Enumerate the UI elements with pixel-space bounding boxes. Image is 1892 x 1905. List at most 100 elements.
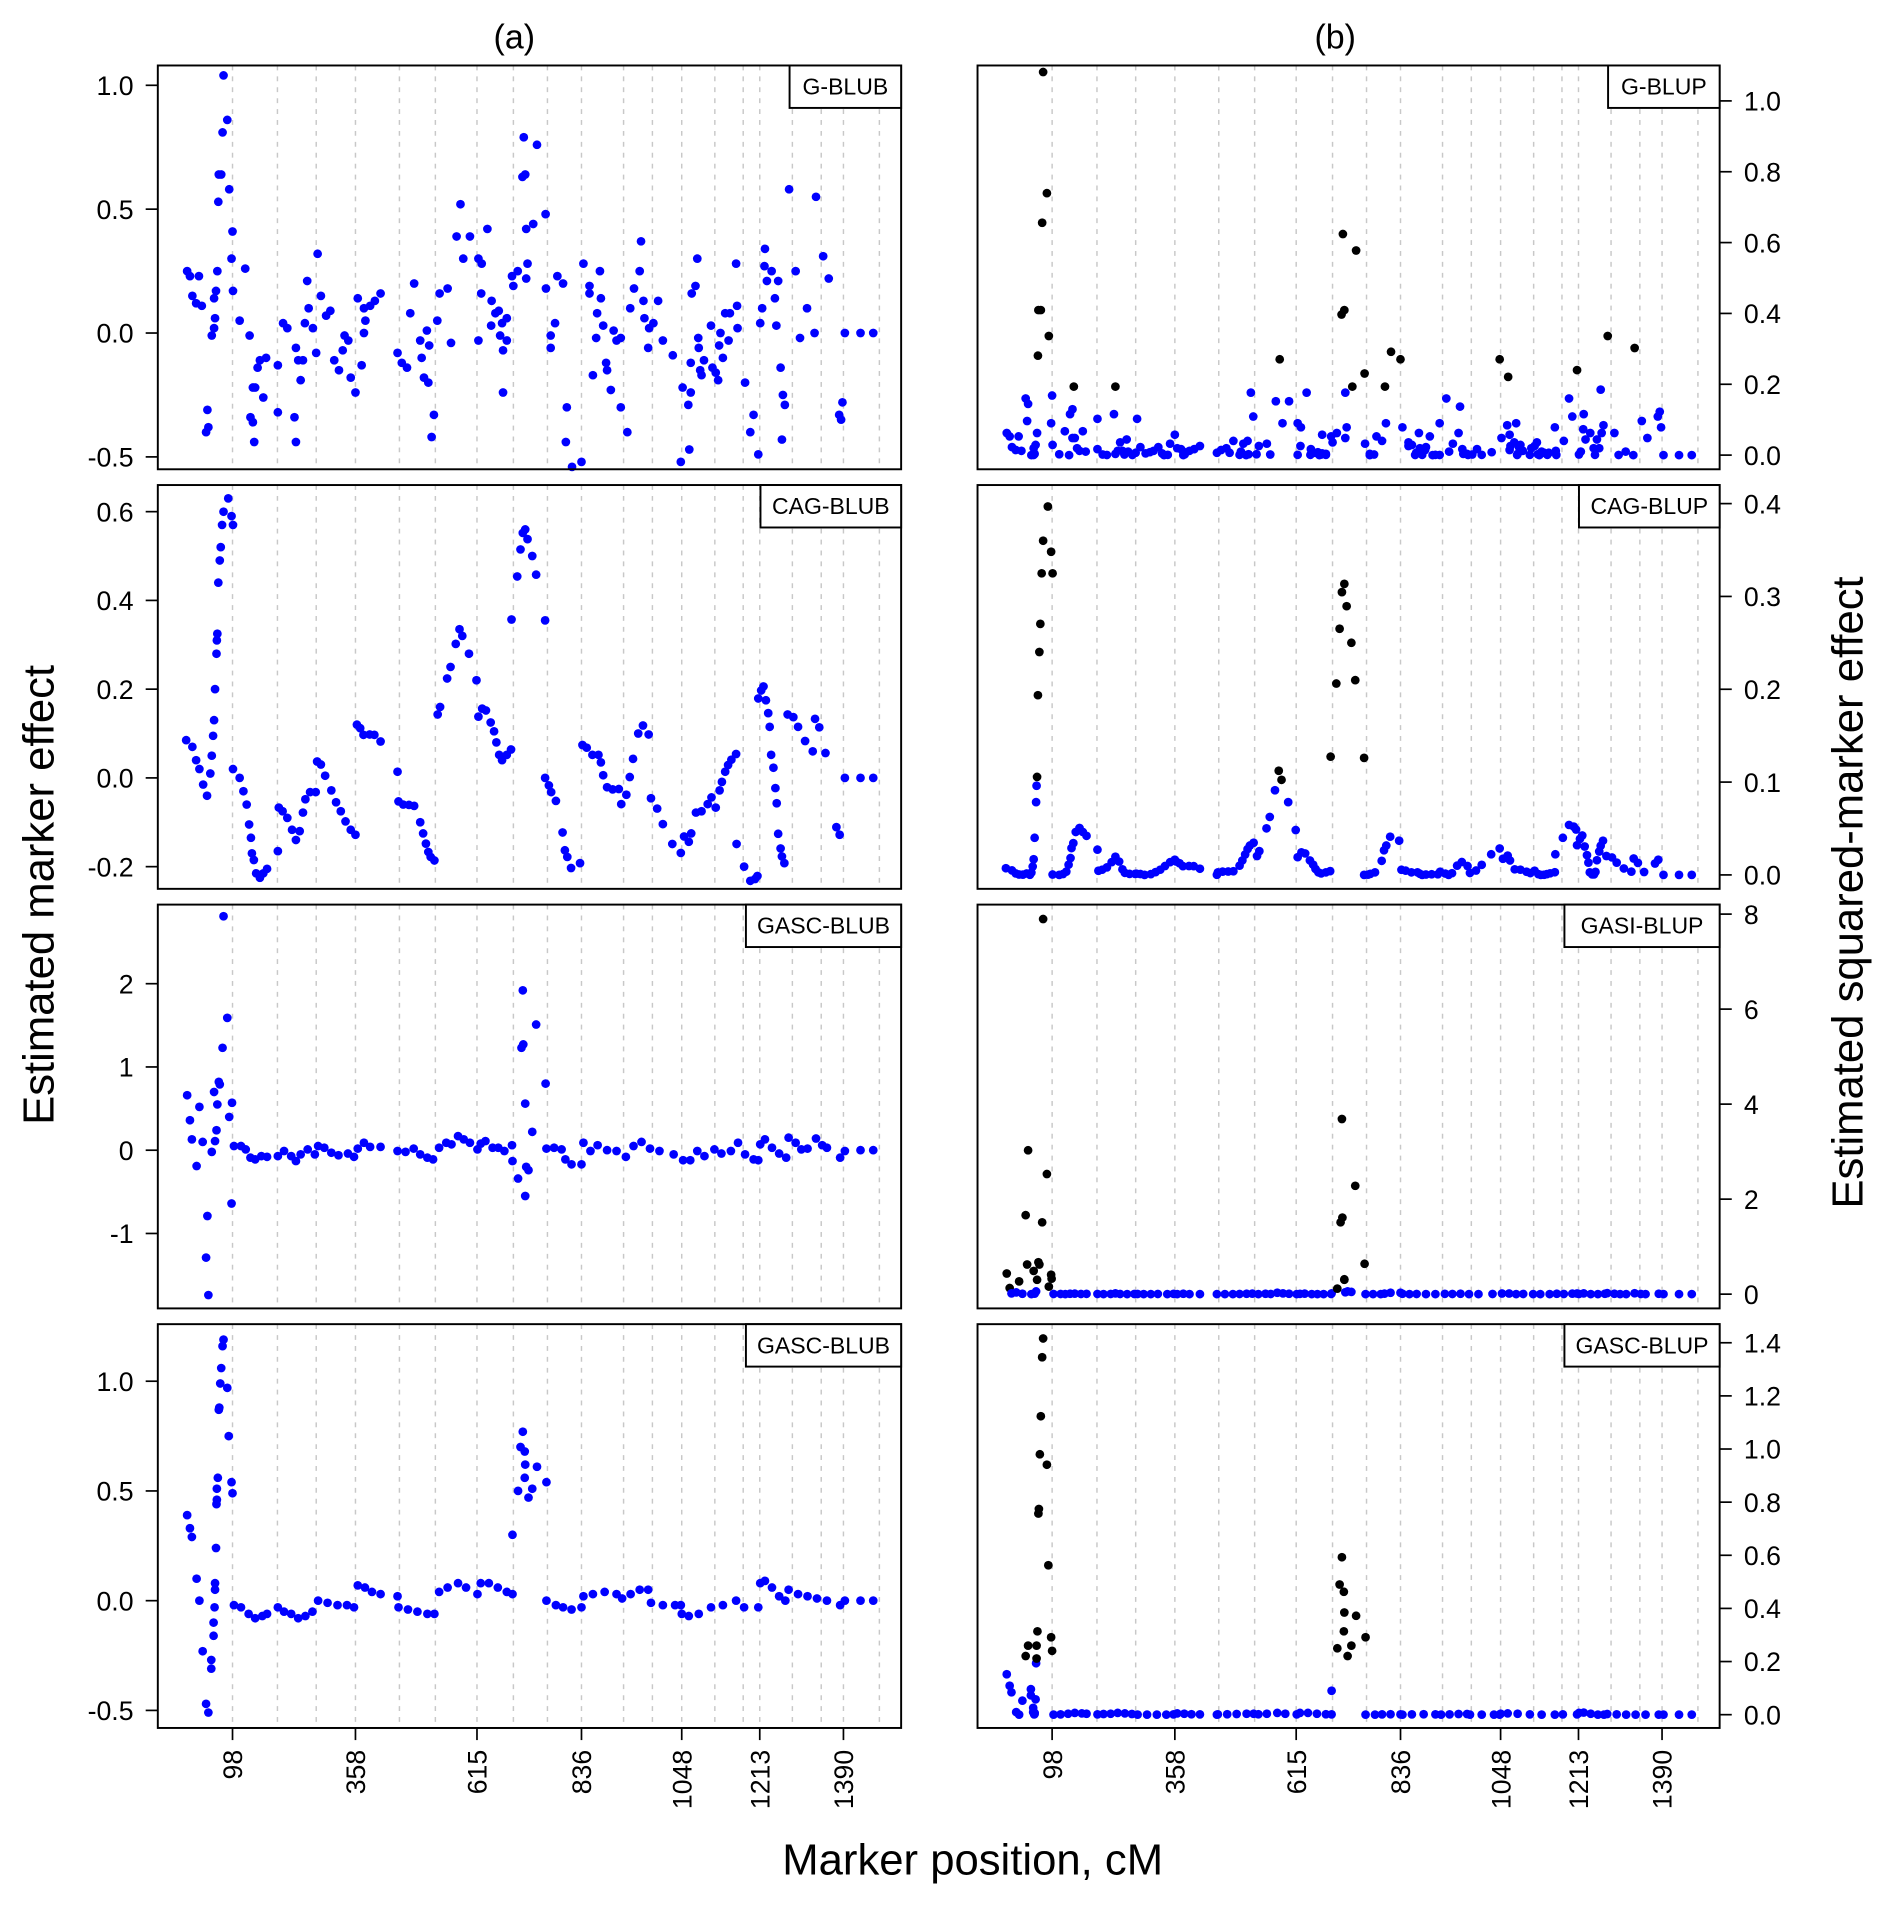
data-point	[684, 837, 694, 847]
data-point	[261, 353, 271, 363]
data-point	[359, 730, 368, 740]
data-point	[210, 1136, 220, 1146]
data-point	[566, 863, 576, 873]
data-point	[239, 786, 248, 796]
data-point	[520, 170, 530, 179]
data-point	[1262, 1709, 1272, 1719]
data-point	[370, 730, 379, 740]
data-point	[753, 1155, 763, 1165]
data-point	[227, 511, 236, 521]
data-point	[502, 336, 512, 345]
data-point	[250, 383, 260, 392]
data-point	[1339, 1626, 1349, 1636]
data-point	[498, 388, 508, 397]
data-point	[560, 1155, 570, 1164]
data-point	[325, 306, 335, 316]
data-point	[1213, 1710, 1223, 1719]
data-point	[209, 1087, 219, 1097]
data-point	[546, 343, 556, 353]
data-point	[757, 303, 767, 313]
data-point	[1109, 409, 1119, 419]
data-point	[669, 1150, 679, 1159]
y-tick-label: 0.2	[1744, 675, 1781, 705]
data-point	[1146, 1289, 1156, 1299]
data-point	[1369, 450, 1379, 459]
data-point	[282, 323, 292, 333]
data-point	[1014, 432, 1024, 441]
data-point	[541, 284, 551, 293]
data-point	[579, 1138, 588, 1148]
data-point	[1048, 568, 1057, 578]
x-tick-label: 836	[567, 1750, 597, 1794]
panel-b4: 0.0 0.2 0.4 0.6 0.8 1.0 1.2 1.4 GASC-BLUP 98 358 61…	[976, 1323, 1781, 1809]
data-point	[296, 1150, 306, 1159]
data-point	[784, 1585, 793, 1595]
data-point	[1082, 1289, 1091, 1299]
data-point	[687, 289, 697, 298]
data-point	[262, 1152, 272, 1162]
y-axis-title-left: Estimated marker effect	[15, 665, 64, 1125]
data-point	[1114, 857, 1124, 866]
data-point	[1497, 433, 1506, 443]
data-point	[212, 649, 221, 659]
data-point	[1303, 1708, 1313, 1718]
data-point	[1444, 447, 1454, 456]
data-point	[198, 1646, 208, 1656]
data-point	[811, 1134, 821, 1143]
data-point	[1044, 331, 1054, 341]
data-point	[1343, 1651, 1352, 1661]
y-tick-label: 0.8	[1744, 157, 1781, 187]
data-point	[1591, 867, 1600, 877]
data-point	[204, 1708, 213, 1717]
data-point	[212, 1100, 222, 1109]
y-tick-label: 1.0	[96, 1367, 133, 1397]
data-point	[209, 293, 219, 303]
data-point	[774, 1591, 784, 1601]
y-tick-label: 0.6	[1744, 1541, 1781, 1571]
data-point	[1360, 439, 1370, 449]
data-point	[1275, 354, 1285, 364]
data-point	[1262, 439, 1272, 449]
data-point	[393, 767, 402, 777]
data-point	[1619, 864, 1629, 873]
data-point	[1339, 305, 1349, 315]
data-point	[227, 1477, 236, 1487]
data-point	[359, 1138, 369, 1148]
data-point	[1614, 450, 1623, 460]
data-point	[542, 1144, 551, 1153]
data-point	[1464, 1289, 1474, 1299]
data-point	[1254, 1289, 1263, 1299]
data-point	[1599, 420, 1608, 430]
data-point	[668, 350, 678, 360]
data-point	[678, 1155, 688, 1165]
data-point	[304, 303, 314, 313]
data-point	[1043, 502, 1053, 511]
data-point	[1038, 67, 1048, 77]
data-point	[1054, 449, 1064, 459]
data-point	[508, 281, 518, 291]
data-point	[718, 1600, 728, 1610]
data-point	[1559, 436, 1569, 446]
data-point	[1037, 1352, 1047, 1362]
data-point	[549, 1143, 559, 1153]
legend-box	[759, 484, 903, 529]
data-point	[592, 308, 602, 318]
y-tick-label: 0	[119, 1136, 134, 1166]
data-point	[1488, 1289, 1497, 1299]
data-point	[1078, 426, 1088, 436]
data-point	[1064, 860, 1073, 870]
data-point	[1525, 1710, 1535, 1719]
data-point	[557, 1145, 566, 1154]
data-point	[677, 1609, 687, 1619]
data-point	[626, 1589, 635, 1599]
data-point	[832, 822, 841, 832]
data-point	[1503, 372, 1513, 382]
data-point	[1340, 433, 1350, 443]
data-point	[1630, 343, 1640, 353]
column-title-b: (b)	[1315, 19, 1356, 57]
data-point	[784, 1133, 793, 1143]
data-point	[616, 799, 626, 809]
data-point	[242, 800, 252, 809]
data-point	[773, 276, 783, 286]
data-point	[1626, 867, 1636, 876]
